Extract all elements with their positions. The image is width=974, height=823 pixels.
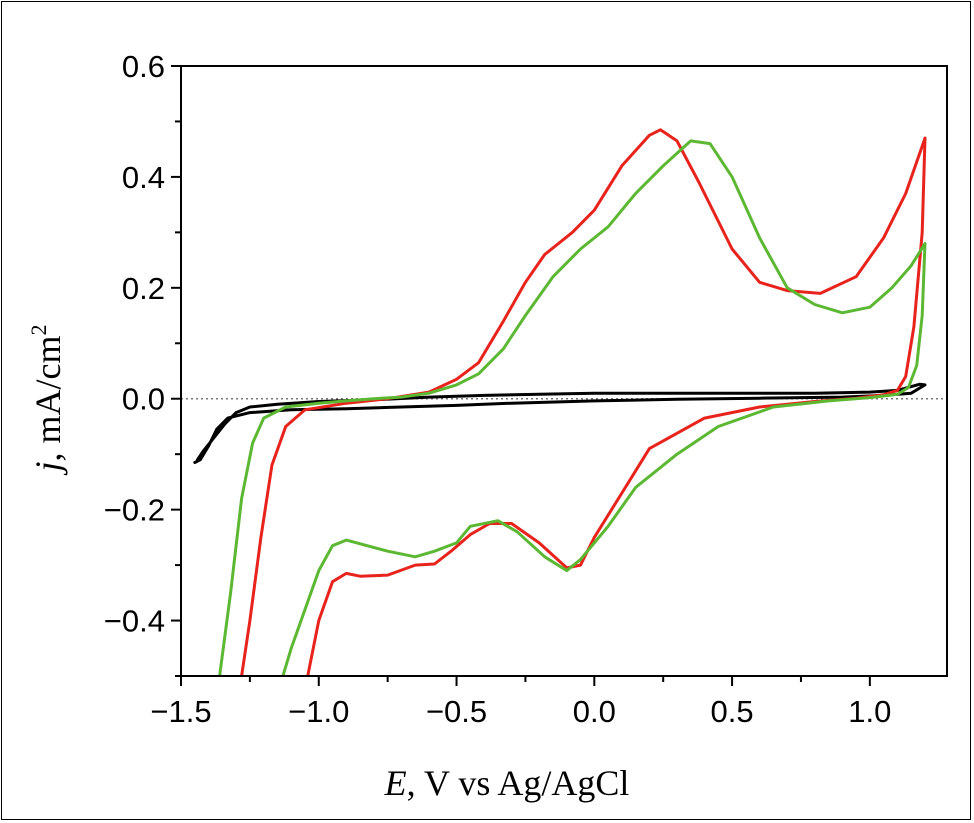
plot-area-frame <box>180 65 948 677</box>
y-tick-label: 0.2 <box>122 271 165 306</box>
y-tick-label: 0.0 <box>122 382 165 417</box>
x-tick-label: −1.5 <box>150 694 211 729</box>
y-axis-label-text: , mA/cm <box>28 336 68 462</box>
series-line-1 <box>193 382 927 464</box>
y-tick-label: −0.2 <box>104 493 165 528</box>
x-axis-symbol: E <box>384 763 407 803</box>
x-tick-label: −1.0 <box>288 694 349 729</box>
y-tick-label: 0.6 <box>122 49 165 84</box>
x-tick-label: 0.5 <box>711 694 754 729</box>
series-line-3 <box>218 139 927 676</box>
y-axis-unit-exponent: 2 <box>26 325 51 336</box>
series-line-2 <box>240 128 927 676</box>
x-axis-title: E, V vs Ag/AgCl <box>384 763 630 803</box>
y-tick-label: −0.4 <box>104 604 165 639</box>
y-axis-symbol: j <box>28 461 68 475</box>
x-tick-label: −0.5 <box>426 694 487 729</box>
axes <box>171 65 871 686</box>
y-axis-title: j, mA/cm2 <box>26 325 68 476</box>
x-tick-label: 1.0 <box>848 694 891 729</box>
x-tick-label: 0.0 <box>573 694 616 729</box>
y-tick-label: 0.4 <box>122 160 165 195</box>
x-axis-label-text: , V vs Ag/AgCl <box>407 763 630 803</box>
